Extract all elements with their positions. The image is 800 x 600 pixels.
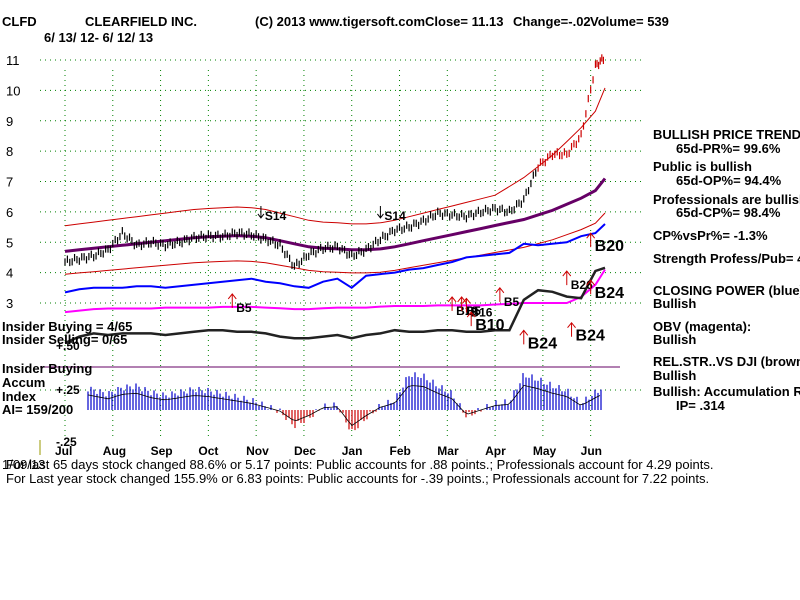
price-tick-label: 8	[6, 144, 13, 159]
price-tick-label: 4	[6, 266, 13, 281]
signal-label: B24	[576, 328, 605, 345]
closing-power-status: Bullish	[653, 296, 697, 311]
signal-arrow	[586, 232, 596, 248]
copyright: (C) 2013 www.tigersoft.com	[255, 14, 425, 29]
signal-arrow	[376, 205, 384, 219]
price-tick-label: 7	[6, 175, 13, 190]
price-tick-label: 3	[6, 296, 13, 311]
obv-label: OBV (magenta):	[653, 319, 752, 334]
signal-arrow	[567, 321, 576, 337]
signal-label: B5	[236, 301, 252, 315]
price-tick-label: 9	[6, 114, 13, 129]
price-tick-label: 11	[6, 53, 20, 68]
company-name: CLEARFIELD INC.	[85, 14, 197, 29]
signal-arrow	[227, 293, 237, 308]
footer-overlap-date: 1/09/13	[2, 457, 46, 472]
signal-arrow	[462, 297, 471, 313]
bullish-trend: BULLISH PRICE TREND	[653, 127, 800, 142]
obv-line	[64, 269, 606, 314]
price-change: Change=-.02	[513, 14, 591, 29]
relstr-label: REL.STR..VS DJI (brown)	[653, 354, 800, 369]
signal-arrow	[457, 296, 467, 311]
relstr-status: Bullish	[653, 368, 697, 383]
accum-tick-label: -.25	[56, 435, 77, 449]
signal-label: B10	[475, 317, 504, 334]
signal-label: B20	[595, 238, 624, 255]
signal-label: S14	[384, 209, 406, 223]
relstr-line	[64, 266, 606, 345]
signal-arrow	[447, 296, 457, 311]
volume: Volume= 539	[590, 14, 669, 29]
signal-label: B24	[595, 285, 624, 302]
obv-status: Bullish	[653, 332, 697, 347]
insider-buying-label: Insider Buying = 4/65	[2, 319, 133, 334]
footer-line-1: For last 65 days stock changed 88.6% or …	[6, 457, 714, 472]
accum-average-line	[87, 384, 601, 427]
op-value: 65d-OP%= 94.4%	[676, 173, 782, 188]
date-range: 6/ 13/ 12- 6/ 12/ 13	[44, 30, 154, 45]
month-label: Apr	[485, 444, 506, 458]
public-status: Public is bullish	[653, 159, 752, 174]
signal-arrow	[519, 329, 529, 345]
month-label: Jan	[342, 444, 363, 458]
month-label: Oct	[198, 444, 218, 458]
month-label: Nov	[246, 444, 269, 458]
price-tick-label: 5	[6, 235, 13, 250]
signal-label: B24	[528, 335, 557, 352]
price-tick-label: 10	[6, 83, 20, 98]
close-price: Close= 11.13	[425, 14, 504, 29]
accum-tick-label: +.50	[56, 339, 80, 353]
ai-label: AI= 159/200	[2, 402, 74, 417]
month-label: Feb	[390, 444, 411, 458]
signal-arrow	[586, 279, 596, 295]
closing-power-label: CLOSING POWER (blue):	[653, 283, 800, 298]
cp-value: 65d-CP%= 98.4%	[676, 205, 781, 220]
month-label: Jul	[55, 444, 72, 458]
month-label: Aug	[103, 444, 126, 458]
month-label: Dec	[294, 444, 316, 458]
signal-label: B16	[470, 305, 492, 319]
signal-arrow	[257, 205, 265, 219]
signal-arrow	[562, 270, 572, 286]
index-label: Index	[2, 389, 36, 404]
lower-band	[64, 212, 606, 275]
cp-vs-pr: CP%vsPr%= -1.3%	[653, 228, 768, 243]
signal-arrow	[495, 287, 505, 302]
upper-band	[64, 87, 606, 227]
accum-tick-label: +.25	[56, 383, 80, 397]
month-label: Jun	[581, 444, 602, 458]
signal-label: S14	[265, 209, 287, 223]
signal-label: B5	[504, 295, 520, 309]
closing-power-line	[64, 223, 606, 294]
month-label: Sep	[151, 444, 173, 458]
footer-line-2: For Last year stock changed 155.9% or 6.…	[6, 471, 710, 486]
ticker-symbol: CLFD	[2, 14, 37, 29]
strength-ratio: Strength Profess/Pub= 4.9	[653, 251, 800, 266]
professionals-status: Professionals are bullish	[653, 192, 800, 207]
accum-rising: Bullish: Accumulation Rising	[653, 384, 800, 399]
accum-label: Accum	[2, 375, 46, 390]
pr-value: 65d-PR%= 99.6%	[676, 141, 781, 156]
insider-selling-label: Insider Selling= 0/65	[2, 332, 128, 347]
month-label: Mar	[437, 444, 459, 458]
price-tick-label: 6	[6, 205, 13, 220]
ip-value: IP= .314	[676, 398, 725, 413]
month-label: May	[533, 444, 557, 458]
signal-label: B26	[571, 278, 593, 292]
signal-arrow	[466, 311, 476, 327]
insider-buying-label-2: Insider Buying	[2, 361, 93, 376]
